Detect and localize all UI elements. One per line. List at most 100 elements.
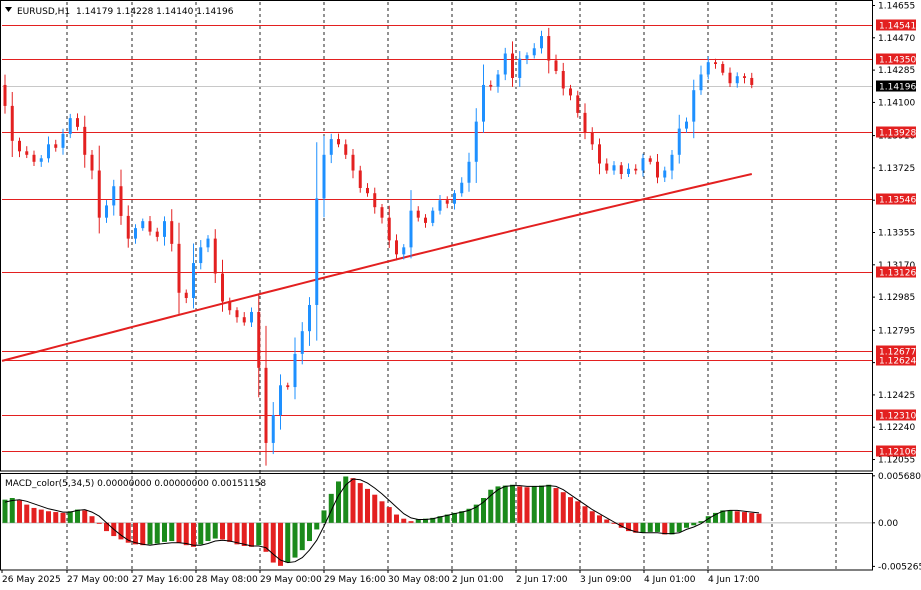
macd-panel[interactable] (2, 476, 872, 566)
candle[interactable] (590, 127, 594, 150)
candle[interactable] (228, 297, 232, 315)
candle[interactable] (97, 145, 101, 234)
candle[interactable] (293, 337, 297, 400)
candle[interactable] (329, 133, 333, 164)
price-axis[interactable]: 1.146551.144701.142851.141001.139101.137… (872, 1, 916, 466)
candle[interactable] (677, 114, 681, 164)
candle[interactable] (155, 227, 159, 242)
candle[interactable] (699, 65, 703, 95)
candle[interactable] (518, 51, 522, 87)
candle[interactable] (561, 62, 565, 96)
candle[interactable] (438, 195, 442, 215)
candle[interactable] (47, 136, 50, 163)
candle[interactable] (10, 91, 14, 157)
candle[interactable] (627, 163, 630, 177)
candle[interactable] (569, 84, 572, 101)
candle[interactable] (605, 158, 609, 174)
candle[interactable] (387, 205, 391, 248)
candle[interactable] (337, 133, 340, 148)
time-axis[interactable]: 26 May 2025 27 May 00:00 27 May 16:00 28 Ma… (1, 570, 760, 585)
candle[interactable] (90, 150, 94, 180)
candle[interactable] (489, 80, 493, 91)
candle[interactable] (242, 312, 246, 326)
candle[interactable] (163, 216, 166, 246)
candle[interactable] (344, 139, 348, 159)
candle[interactable] (402, 244, 406, 260)
candle[interactable] (474, 108, 478, 183)
candle[interactable] (424, 214, 427, 228)
candle[interactable] (315, 142, 319, 341)
candle[interactable] (351, 149, 355, 179)
horizontal-levels[interactable] (2, 25, 872, 452)
candle[interactable] (105, 200, 108, 223)
candle[interactable] (112, 179, 116, 216)
candle[interactable] (692, 79, 696, 139)
level-price-tag[interactable]: 1.14541 (876, 19, 916, 32)
candle[interactable] (126, 205, 130, 248)
macd-axis[interactable]: 0.0056803 0.00 -0.005265 (872, 472, 921, 573)
candle[interactable] (525, 52, 529, 65)
candle[interactable] (3, 74, 7, 114)
candle[interactable] (235, 307, 239, 323)
candle[interactable] (576, 90, 580, 118)
candle[interactable] (619, 162, 623, 180)
candle[interactable] (68, 113, 72, 139)
candle[interactable] (482, 64, 485, 133)
level-price-tag[interactable]: 1.13546 (876, 193, 916, 206)
candle[interactable] (18, 137, 21, 158)
level-price-tag[interactable]: 1.14350 (876, 53, 916, 66)
candle[interactable] (496, 69, 500, 93)
candle[interactable] (170, 209, 174, 252)
candle[interactable] (721, 61, 725, 76)
candle[interactable] (540, 30, 543, 54)
candle[interactable] (264, 325, 268, 466)
candles[interactable] (3, 27, 754, 466)
candle[interactable] (221, 259, 224, 312)
candle[interactable] (728, 67, 732, 88)
candle[interactable] (373, 187, 377, 214)
candle[interactable] (257, 293, 261, 398)
level-price-tag[interactable]: 1.13928 (876, 126, 916, 139)
candle[interactable] (445, 196, 449, 209)
candle[interactable] (503, 47, 507, 81)
candle[interactable] (685, 117, 688, 133)
candle[interactable] (511, 41, 514, 87)
candle[interactable] (54, 139, 58, 152)
candle[interactable] (300, 322, 304, 365)
candle[interactable] (641, 153, 645, 177)
level-price-tag[interactable]: 1.13126 (876, 266, 916, 279)
candle[interactable] (656, 154, 659, 184)
candle[interactable] (598, 138, 601, 175)
candle[interactable] (39, 155, 43, 167)
candle[interactable] (395, 234, 398, 261)
symbol-menu-triangle-icon[interactable] (5, 7, 12, 12)
candle[interactable] (286, 382, 290, 390)
candle[interactable] (83, 115, 87, 168)
candle[interactable] (271, 402, 275, 455)
candle[interactable] (279, 374, 282, 430)
candle[interactable] (750, 72, 754, 89)
candle[interactable] (380, 204, 384, 224)
candle[interactable] (743, 73, 746, 84)
candle[interactable] (532, 43, 536, 59)
candle[interactable] (706, 56, 710, 80)
candle[interactable] (735, 72, 739, 88)
current-price-tag[interactable]: 1.14196 (876, 80, 916, 93)
candle[interactable] (134, 224, 137, 244)
candle[interactable] (32, 150, 36, 166)
candle[interactable] (177, 222, 181, 314)
candle[interactable] (119, 169, 123, 225)
level-price-tag[interactable]: 1.12624 (876, 354, 916, 367)
candle[interactable] (460, 177, 464, 197)
candle[interactable] (416, 206, 420, 222)
candle[interactable] (61, 128, 65, 155)
candle[interactable] (663, 166, 667, 182)
candle[interactable] (547, 27, 551, 74)
candle[interactable] (670, 150, 674, 180)
candle[interactable] (612, 161, 616, 175)
candle[interactable] (467, 152, 471, 192)
candle[interactable] (554, 54, 558, 75)
candle[interactable] (634, 164, 638, 175)
candle[interactable] (25, 146, 29, 159)
level-price-tag[interactable]: 1.12106 (876, 445, 916, 458)
